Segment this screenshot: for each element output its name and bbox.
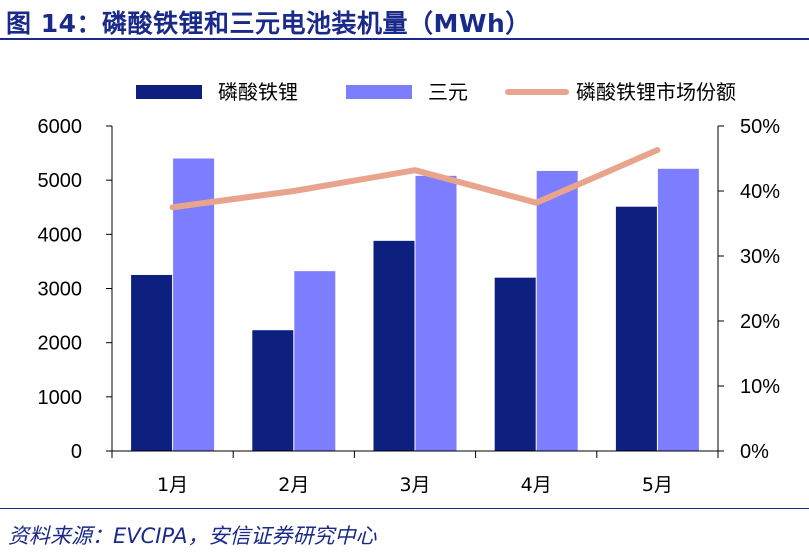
ncm-bar-5 [657,168,699,451]
y-left-tick-label: 5000 [38,170,83,192]
y-left-tick-label: 6000 [38,116,83,138]
title-divider [0,38,809,40]
x-tick-label: 4月 [521,474,552,496]
y-left-tick-label: 1000 [38,387,83,409]
y-right-tick-label: 10% [740,376,780,398]
legend-lfp-label: 磷酸铁锂 [218,80,298,104]
y-right-tick-label: 40% [740,181,780,203]
chart: 0 1000 2000 3000 4000 5000 6000 0% 10% 20% 30% 40% 5… [38,80,781,496]
y-right-tick-label: 50% [740,116,780,138]
legend-ncm-swatch [346,85,412,99]
x-tick-label: 5月 [642,474,673,496]
y-left-tick-label: 4000 [38,224,83,246]
lfp-bar-4 [494,277,536,451]
ncm-bar-3 [415,175,457,452]
ncm-bar-4 [536,170,578,452]
lfp-bar-3 [373,240,415,451]
lfp-bar-1 [131,274,173,451]
source-note: 资料来源：EVCIPA，安信证券研究中心 [8,524,377,548]
y-right-tick-label: 30% [740,246,780,268]
x-tick-label: 3月 [399,474,430,496]
figure-title: 图 14：磷酸铁锂和三元电池装机量（MWh） [6,9,531,38]
lfp-bar-2 [252,330,294,451]
legend-share-label: 磷酸铁锂市场份额 [576,80,736,104]
ncm-bar-2 [294,271,336,451]
y-right-tick-label: 20% [740,311,780,333]
y-left-tick-label: 0 [71,441,82,463]
y-right-tick-label: 0% [740,441,769,463]
share-line [169,147,661,211]
y-left-tick-label: 2000 [38,333,83,355]
y-left-tick-label: 3000 [38,279,83,301]
legend-lfp-swatch [136,85,202,99]
x-tick-label: 1月 [157,474,188,496]
x-tick-label: 2月 [278,474,309,496]
lfp-bar-5 [615,206,657,451]
source-divider [0,508,809,509]
legend-ncm-label: 三元 [428,80,468,104]
